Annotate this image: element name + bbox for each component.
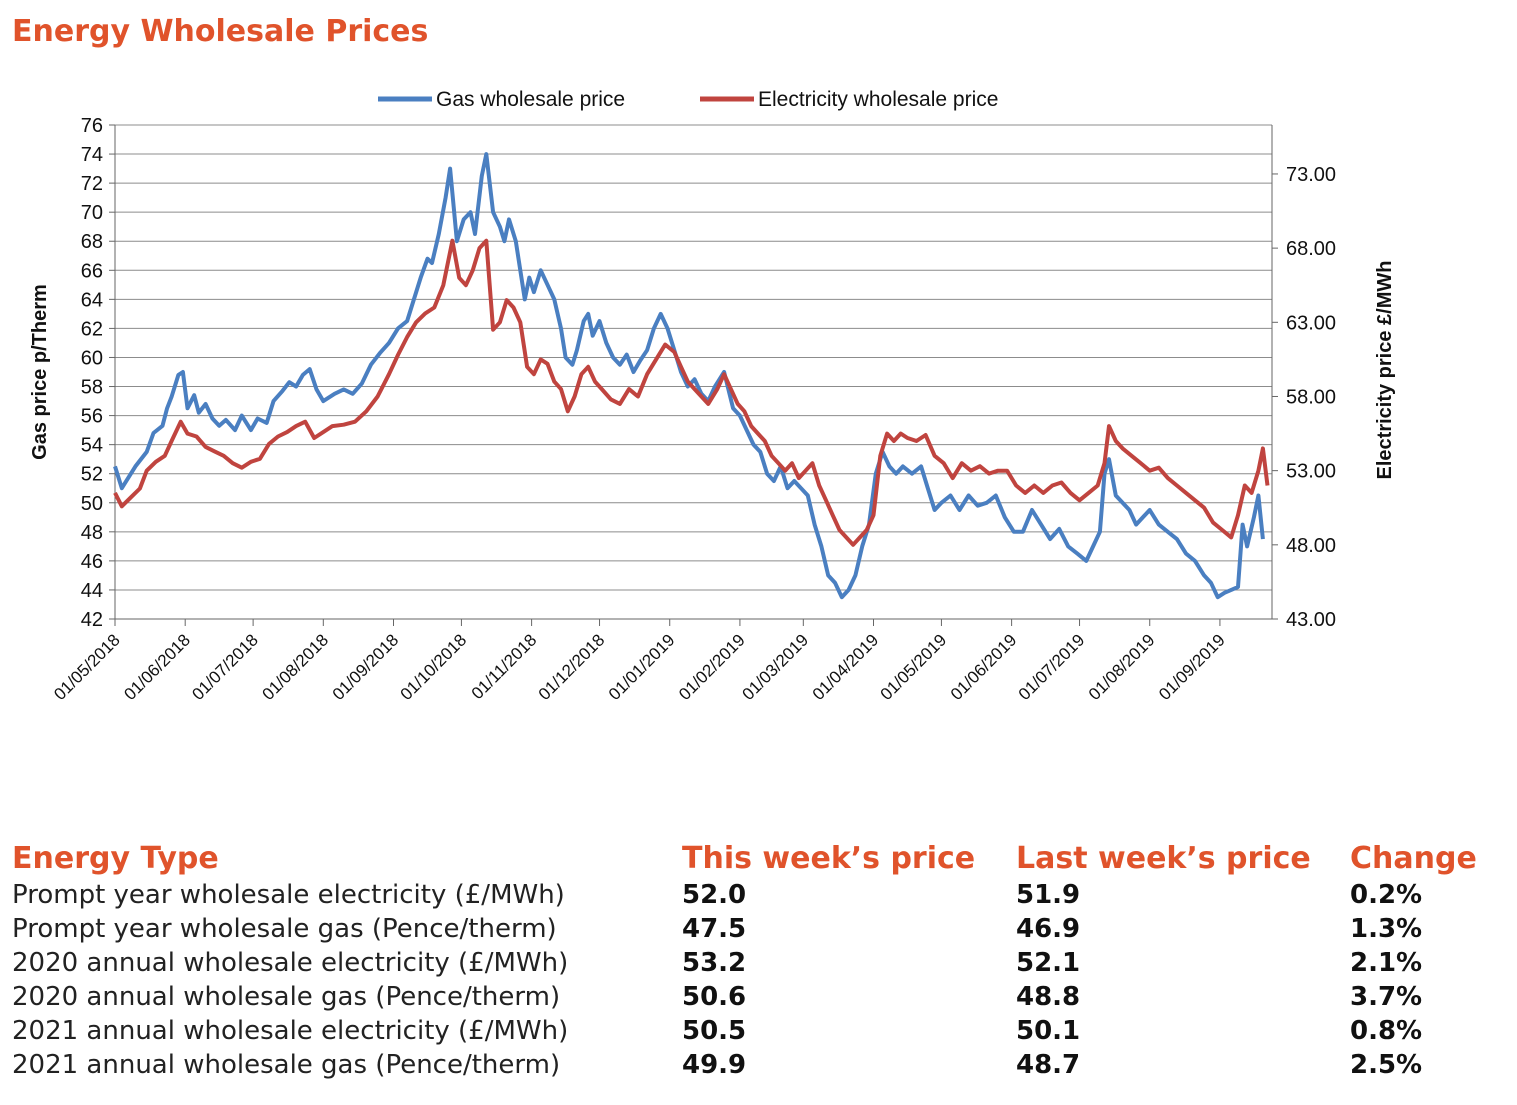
y-tick-label-left: 48 [81,522,103,544]
y-tick-label-left: 54 [81,435,103,457]
energy-type-cell: Prompt year wholesale electricity (£/MWh… [12,880,565,910]
change-cell: 0.2% [1350,880,1423,910]
x-tick-label: 01/09/2019 [1155,630,1229,704]
x-tick-label: 01/05/2019 [877,630,951,704]
y-axis-title-right: Electricity price £/MWh [1374,261,1396,480]
energy-type-cell: 2021 annual wholesale electricity (£/MWh… [12,1016,569,1046]
y-tick-label-left: 64 [81,289,103,311]
table-row: Prompt year wholesale gas (Pence/therm) … [12,912,1502,946]
table-row: 2021 annual wholesale electricity (£/MWh… [12,1014,1502,1048]
table-row: 2021 annual wholesale gas (Pence/therm) … [12,1048,1502,1082]
legend-electricity-label: Electricity wholesale price [758,88,998,111]
energy-type-cell: 2020 annual wholesale gas (Pence/therm) [12,982,561,1012]
last-week-cell: 52.1 [1016,948,1081,978]
table-row: 2020 annual wholesale gas (Pence/therm) … [12,980,1502,1014]
y-tick-label-left: 60 [81,347,103,369]
y-tick-label-left: 56 [81,406,103,428]
this-week-cell: 52.0 [682,880,747,910]
x-tick-label: 01/01/2019 [605,630,679,704]
x-tick-label: 01/03/2019 [739,630,813,704]
last-week-cell: 50.1 [1016,1016,1081,1046]
x-tick-label: 01/05/2018 [50,630,124,704]
y-tick-label-right: 68.00 [1286,238,1336,260]
y-tick-label-left: 62 [81,318,103,340]
header-change: Change [1350,841,1477,876]
this-week-cell: 53.2 [682,948,747,978]
y-tick-label-left: 70 [81,202,103,224]
electricity-price-line [113,238,1270,547]
x-tick-label: 01/06/2018 [120,630,194,704]
gas-price-line [113,152,1265,600]
gridlines [115,124,1272,620]
energy-type-cell: 2021 annual wholesale gas (Pence/therm) [12,1050,561,1080]
this-week-cell: 47.5 [682,914,747,944]
energy-type-cell: Prompt year wholesale gas (Pence/therm) [12,914,557,944]
y-tick-label-right: 63.00 [1286,312,1336,334]
last-week-cell: 51.9 [1016,880,1081,910]
change-cell: 0.8% [1350,1016,1423,1046]
this-week-cell: 49.9 [682,1050,747,1080]
x-tick-label: 01/02/2019 [675,630,749,704]
table-header-row: Energy Type This week’s price Last week’… [12,840,1502,878]
y-tick-label-right: 73.00 [1286,164,1336,186]
last-week-cell: 48.8 [1016,982,1081,1012]
y-tick-label-left: 50 [81,493,103,515]
last-week-cell: 46.9 [1016,914,1081,944]
y-axis-title-left: Gas price p/Therm [29,284,51,460]
this-week-cell: 50.5 [682,1016,747,1046]
y-tick-label-left: 72 [81,173,103,195]
this-week-cell: 50.6 [682,982,747,1012]
header-last-week: Last week’s price [1016,841,1311,876]
y-tick-label-left: 44 [81,580,103,602]
y-tick-label-left: 46 [81,551,103,573]
x-tick-label: 01/07/2019 [1015,630,1089,704]
series-lines [113,152,1270,600]
legend: Gas wholesale price Electricity wholesale… [378,88,998,111]
y-tick-label-left: 76 [81,115,103,137]
y-tick-label-right: 53.00 [1286,461,1336,483]
y-tick-label-left: 74 [81,144,103,166]
x-tick-label: 01/08/2018 [259,630,333,704]
price-table: Energy Type This week’s price Last week’… [12,840,1502,1082]
x-tick-label: 01/11/2018 [468,630,541,703]
change-cell: 3.7% [1350,982,1423,1012]
x-tick-label: 01/06/2019 [947,630,1021,704]
table-row: 2020 annual wholesale electricity (£/MWh… [12,946,1502,980]
header-energy-type: Energy Type [12,841,219,876]
y-tick-label-right: 58.00 [1286,386,1336,408]
x-tick-label: 01/04/2019 [809,630,883,704]
y-tick-label-left: 68 [81,231,103,253]
y-tick-label-left: 66 [81,260,103,282]
energy-type-cell: 2020 annual wholesale electricity (£/MWh… [12,948,569,978]
x-tick-label: 01/09/2018 [329,630,403,704]
page-title: Energy Wholesale Prices [12,14,429,49]
change-cell: 2.5% [1350,1050,1423,1080]
change-cell: 2.1% [1350,948,1423,978]
header-this-week: This week’s price [682,841,976,876]
x-tick-label: 01/10/2018 [397,630,471,704]
last-week-cell: 48.7 [1016,1050,1081,1080]
y-tick-label-left: 42 [81,609,103,631]
y-tick-label-left: 58 [81,377,103,399]
axes: 42 44 46 48 50 52 54 56 58 60 62 64 66 68 70 72 74 76 43.0… [29,115,1396,704]
table-row: Prompt year wholesale electricity (£/MWh… [12,878,1502,912]
legend-gas-label: Gas wholesale price [436,88,625,111]
x-tick-label: 01/08/2019 [1085,630,1159,704]
price-line-chart: 42 44 46 48 50 52 54 56 58 60 62 64 66 68 70 72 74 76 43.0… [29,88,1396,704]
y-tick-label-right: 48.00 [1286,535,1336,557]
x-tick-label: 01/07/2018 [188,630,262,704]
x-tick-label: 01/12/2018 [535,630,609,704]
y-tick-label-left: 52 [81,464,103,486]
y-tick-label-right: 43.00 [1286,609,1336,631]
change-cell: 1.3% [1350,914,1423,944]
